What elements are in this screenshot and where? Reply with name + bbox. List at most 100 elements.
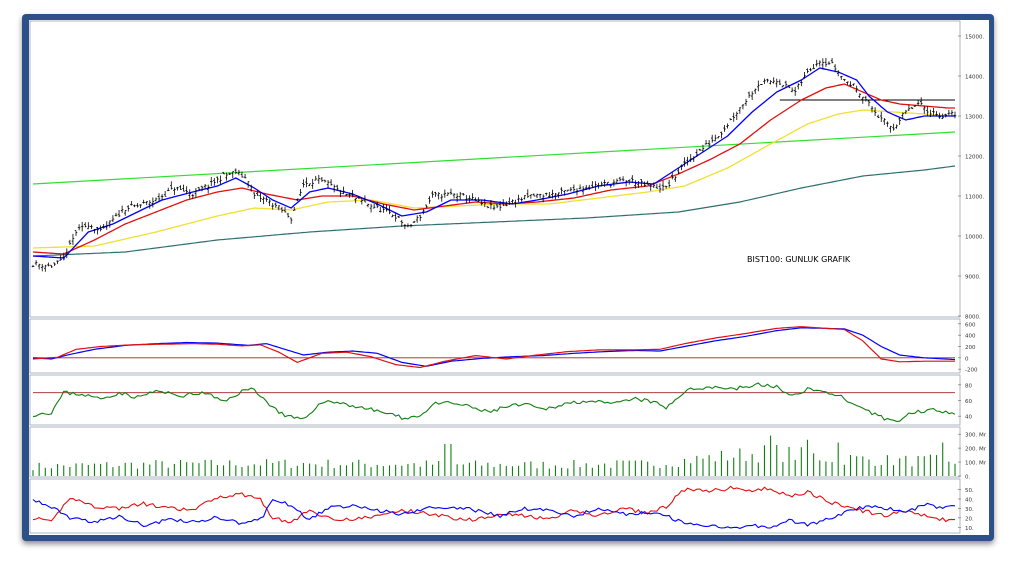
price-axis-tick-label: 12000.: [965, 155, 984, 161]
ohlc-bar: [280, 206, 284, 213]
chart-canvas: 15000. 14000. 13000. 12000. 11000. 10000. 9000…: [29, 20, 989, 535]
rsi-panel-border: [29, 374, 961, 426]
ohlc-bar: [259, 192, 262, 202]
dmi-panel-border: [29, 478, 961, 534]
ohlc-bar: [83, 222, 87, 228]
ohlc-bar: [471, 193, 474, 200]
ohlc-bar: [744, 98, 748, 106]
ohlc-bar: [213, 178, 216, 186]
ohlc-bar: [348, 192, 351, 198]
ohlc-bar: [388, 205, 391, 215]
ohlc-bar: [326, 179, 330, 189]
ohlc-bar: [486, 206, 490, 209]
ohlc-bar: [664, 185, 668, 189]
ohlc-bar: [649, 184, 653, 191]
ohlc-bar: [704, 140, 708, 145]
ohlc-bar: [904, 110, 908, 115]
ohlc-bar: [910, 106, 914, 110]
ohlc-bar: [185, 186, 188, 195]
ohlc-bar: [302, 179, 305, 188]
ohlc-bar: [34, 260, 38, 266]
ohlc-bar: [839, 75, 843, 80]
ohlc-bar: [827, 61, 831, 65]
ohlc-bar: [354, 197, 357, 204]
dmi-lines-layer: [32, 485, 956, 529]
ohlc-bar: [206, 184, 210, 194]
ohlc-bar: [243, 173, 247, 179]
macd-lines-layer: [32, 326, 956, 369]
ohlc-bar: [317, 174, 321, 184]
chart-annotation: BIST100: GUNLUK GRAFIK: [747, 255, 851, 264]
ohlc-bar: [723, 125, 726, 132]
ohlc-bar: [68, 239, 72, 245]
ohlc-bar: [753, 88, 757, 94]
ohlc-bar: [237, 169, 241, 176]
ohlc-bar: [375, 201, 379, 209]
ohlc-bar: [314, 175, 318, 181]
ohlc-bar: [139, 204, 142, 209]
ohlc-bar: [600, 181, 603, 187]
macd-axis-tick-label: 600: [965, 322, 976, 328]
ohlc-bar: [342, 186, 345, 195]
ohlc-bar: [74, 230, 78, 236]
ohlc-bar: [569, 187, 573, 192]
ohlc-bar: [624, 180, 628, 187]
ohlc-bar: [501, 199, 505, 207]
ohlc-bar: [683, 157, 686, 167]
ohlc-bar: [670, 172, 674, 180]
dmi-panel: 50. 40. 30. 20. 10.: [29, 478, 974, 534]
ohlc-bar: [96, 226, 99, 235]
ohlc-bar: [40, 263, 44, 272]
ohlc-bar: [643, 181, 646, 187]
ohlc-bar: [735, 111, 739, 120]
ohlc-bar: [197, 186, 201, 191]
ohlc-bar: [90, 224, 93, 229]
ohlc-bar: [523, 195, 527, 200]
ohlc-bar: [726, 123, 729, 129]
ohlc-bar: [591, 181, 594, 188]
ohlc-bar: [465, 195, 468, 204]
ohlc-bar: [446, 192, 450, 196]
ohlc-bar: [615, 178, 619, 183]
ohlc-bar: [867, 99, 871, 107]
ohlc-bar: [415, 215, 419, 223]
ohlc-bar: [818, 60, 822, 67]
ohlc-bar: [926, 106, 929, 117]
ohlc-bar: [557, 192, 560, 198]
macd-axis-tick-label: 200: [965, 345, 976, 351]
ohlc-bar: [895, 124, 898, 129]
ohlc-bar: [575, 188, 579, 196]
volume-axis-tick-label: 100. Mr: [965, 461, 987, 467]
ohlc-bar: [93, 229, 96, 234]
ohlc-bar: [360, 198, 364, 205]
ohlc-bar: [170, 181, 173, 190]
volume-axis-tick-label: 200. Mr: [965, 447, 987, 453]
volume-axis-tick-label: 300. Mr: [965, 433, 987, 439]
ohlc-bar: [339, 189, 342, 198]
dmi-axis-tick-label: 30.: [965, 507, 974, 513]
ohlc-bar: [907, 104, 911, 112]
dmi-axis-tick-label: 50.: [965, 488, 974, 494]
ohlc-bar: [102, 224, 105, 229]
ohlc-bar: [274, 202, 278, 208]
ohlc-bar: [843, 78, 846, 82]
ohlc-bar: [391, 214, 394, 218]
ohlc-bar: [418, 214, 422, 222]
ohlc-bar: [425, 204, 428, 208]
ohlc-bar: [508, 197, 511, 205]
ohlc-bar: [634, 180, 637, 189]
dmi-axis-tick-label: 10.: [965, 526, 974, 532]
ohlc-bar: [864, 95, 868, 102]
ohlc-bar: [529, 194, 533, 199]
ohlc-bar: [160, 194, 164, 200]
ohlc-bar: [323, 179, 327, 183]
ohlc-bar: [477, 197, 480, 202]
ohlc-bar: [105, 221, 109, 230]
ohlc-bar: [366, 203, 370, 208]
ohlc-bar: [689, 154, 692, 163]
ohlc-bar: [434, 191, 437, 197]
ohlc-bar: [701, 144, 705, 152]
ohlc-bar: [311, 178, 314, 189]
ohlc-bar: [532, 193, 536, 197]
ohlc-bar: [520, 197, 523, 203]
